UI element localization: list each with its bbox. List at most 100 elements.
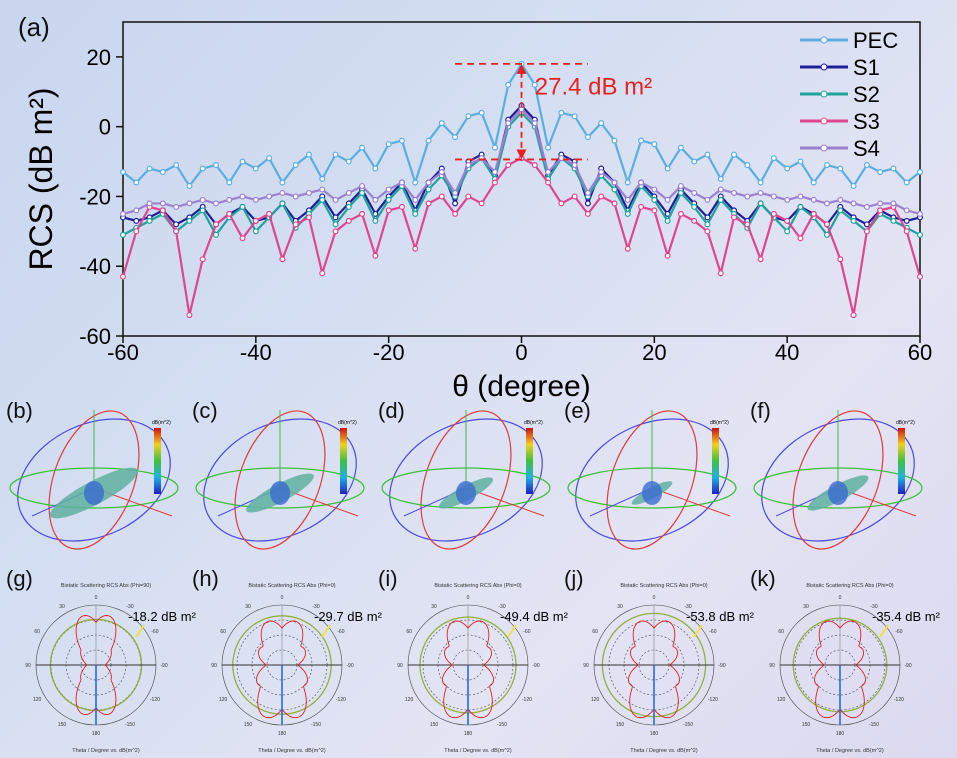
polar-angle-label: 120 (591, 697, 600, 703)
data-point (252, 228, 259, 235)
data-point (345, 203, 352, 210)
data-point (266, 210, 273, 217)
polar-angle-label: 150 (616, 722, 625, 728)
data-point (611, 200, 618, 207)
series-S3 (119, 155, 923, 319)
polar-rcs-plot-k: Bistatic Scattering RCS Abs (Phi=0) 0 30 -3… (769, 583, 940, 754)
data-point (452, 210, 459, 217)
red-ring (606, 410, 698, 550)
legend-label-S3: S3 (853, 109, 880, 134)
data-point (159, 200, 166, 207)
data-point (598, 120, 605, 127)
data-point (770, 210, 777, 217)
data-point (385, 196, 392, 203)
data-point (119, 210, 126, 217)
polar-angle-label: 180 (836, 731, 845, 737)
annotation-arrow (135, 624, 145, 638)
polar-angle-label: -90 (904, 663, 911, 669)
panel-label-a: (a) (18, 12, 50, 42)
polar-angle-label: 90 (397, 663, 403, 669)
data-point (770, 193, 777, 200)
data-point (252, 217, 259, 224)
data-point (491, 169, 498, 176)
panel-label-k: (k) (750, 566, 776, 591)
data-point (345, 217, 352, 224)
y-tick-label: -40 (79, 254, 111, 279)
x-tick-label: -60 (107, 340, 139, 365)
polar-angle-label: 90 (25, 663, 31, 669)
data-point (292, 162, 299, 169)
data-point (133, 228, 140, 235)
polar-angle-label: -60 (337, 629, 344, 635)
data-point (757, 179, 764, 186)
data-point (478, 200, 485, 207)
data-point (119, 273, 126, 280)
data-point (279, 179, 286, 186)
colorbar-label: dB(m^2) (152, 420, 171, 426)
polar-annotation: -35.4 dB m² (872, 609, 941, 624)
polar-rcs-plot-g: Bistatic Scattering RCS Abs (Phi=90) 0 30 -… (25, 583, 196, 754)
polar-angle-label: 30 (431, 604, 437, 610)
polar-angle-label: -120 (708, 697, 718, 703)
data-point (159, 207, 166, 214)
y-tick-label: 20 (87, 45, 111, 70)
polar-angle-label: -90 (718, 663, 725, 669)
polar-rcs-plot-h: Bistatic Scattering RCS Abs (Phi=0) 0 30 -3… (211, 583, 382, 754)
legend-label-S1: S1 (853, 55, 880, 80)
data-point (704, 196, 711, 203)
polar-rcs-plot-i: Bistatic Scattering RCS Abs (Phi=0) 0 30 -3… (397, 583, 568, 754)
data-point (226, 210, 233, 217)
polar-angle-label: 120 (405, 697, 414, 703)
data-point (359, 144, 366, 151)
data-point (651, 141, 658, 148)
polar-angle-label: 180 (464, 731, 473, 737)
data-point (412, 196, 419, 203)
data-point (598, 193, 605, 200)
polar-title: Bistatic Scattering RCS Abs (Phi=0) (620, 583, 707, 589)
data-point (212, 162, 219, 169)
data-point (279, 200, 286, 207)
x-tick-label: 60 (908, 340, 932, 365)
data-point (584, 189, 591, 196)
y-tick-label: -20 (79, 184, 111, 209)
data-point (558, 109, 565, 116)
data-point (717, 196, 724, 203)
data-point (345, 189, 352, 196)
polar-angle-label: 120 (219, 697, 228, 703)
polar-angle-label: 30 (245, 604, 251, 610)
data-point (305, 151, 312, 158)
panel-label-e: (e) (564, 398, 591, 423)
data-point (545, 144, 552, 151)
data-point (266, 193, 273, 200)
data-point (704, 228, 711, 235)
data-point (252, 196, 259, 203)
data-point (359, 210, 366, 217)
polar-angle-label: -150 (125, 722, 135, 728)
legend-label-S4: S4 (853, 136, 880, 161)
data-point (571, 162, 578, 169)
data-point (890, 165, 897, 172)
polar-angle-label: 90 (211, 663, 217, 669)
data-point (677, 144, 684, 151)
polar-angle-label: -120 (336, 697, 346, 703)
data-point (877, 207, 884, 214)
data-point (531, 120, 538, 127)
data-point (624, 179, 631, 186)
data-point (239, 158, 246, 165)
data-point (638, 179, 645, 186)
y-tick-label: -60 (79, 324, 111, 349)
data-point (412, 179, 419, 186)
red-ring (234, 410, 326, 550)
data-point (226, 196, 233, 203)
polar-angle-label: 60 (778, 629, 784, 635)
data-point (837, 207, 844, 214)
x-tick-label: 40 (775, 340, 799, 365)
3d-scattering-plot-c: dB(m^2) (195, 410, 365, 550)
data-point (452, 200, 459, 207)
panel-label-g: (g) (6, 566, 33, 591)
polar-footer: Theta / Degree vs. dB(m^2) (444, 748, 512, 754)
data-point (372, 252, 379, 259)
data-point (624, 196, 631, 203)
data-point (916, 169, 923, 176)
polar-angle-label: -150 (311, 722, 321, 728)
